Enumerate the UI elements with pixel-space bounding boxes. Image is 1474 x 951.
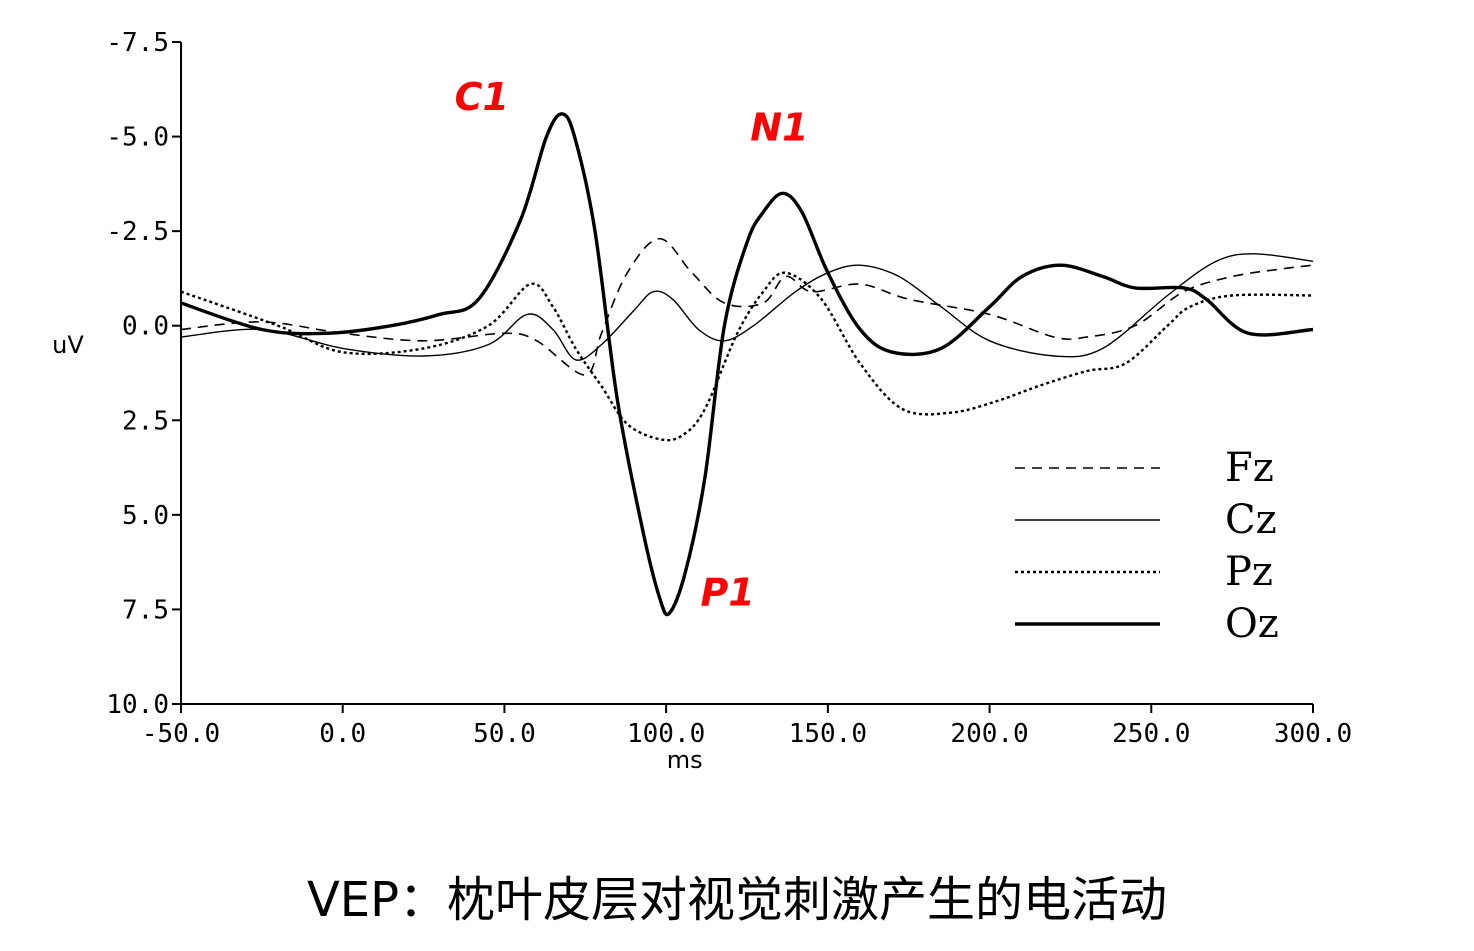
y-tick-label: -2.5 (106, 217, 169, 247)
series-line-fz (180, 237, 1314, 376)
x-tick-label: 0.0 (319, 719, 366, 749)
y-tick-label: 7.5 (122, 595, 169, 625)
x-tick-label: 100.0 (627, 719, 705, 749)
series-line-oz (180, 112, 1314, 617)
y-tick-label: 2.5 (122, 406, 169, 436)
chart-legend: Fz Cz Pz Oz (1015, 445, 1279, 647)
y-axis-label: uV (52, 331, 84, 359)
chart-series (180, 112, 1314, 617)
y-tick-label: -7.5 (106, 28, 169, 58)
peak-annotations: C1 N1 P1 (455, 75, 809, 615)
y-tick-label: 0.0 (122, 312, 169, 342)
series-line-pz (180, 271, 1314, 442)
x-tick-label: 200.0 (950, 719, 1028, 749)
peak-label-n1: N1 (750, 105, 808, 149)
x-tick-label: 50.0 (473, 719, 536, 749)
x-tick-label: 150.0 (789, 719, 867, 749)
legend-label-fz: Fz (1225, 445, 1274, 491)
y-tick-label: -5.0 (106, 123, 169, 153)
x-tick-label: 300.0 (1274, 719, 1352, 749)
chart-axes: -7.5 -5.0 -2.5 0.0 2.5 5.0 7.5 10.0-50.0 0.0 50.0… (52, 28, 1352, 774)
x-tick-label: -50.0 (142, 719, 220, 749)
x-axis-label: ms (667, 746, 703, 774)
legend-label-cz: Cz (1225, 497, 1277, 543)
y-tick-label: 5.0 (122, 501, 169, 531)
series-line-cz (180, 253, 1314, 361)
peak-label-c1: C1 (455, 75, 509, 119)
peak-label-p1: P1 (700, 571, 754, 615)
legend-label-oz: Oz (1225, 601, 1279, 647)
legend-label-pz: Pz (1225, 549, 1273, 595)
y-tick-label: 10.0 (106, 690, 169, 720)
figure-caption: VEP：枕叶皮层对视觉刺激产生的电活动 (306, 872, 1168, 928)
x-tick-label: 250.0 (1112, 719, 1190, 749)
